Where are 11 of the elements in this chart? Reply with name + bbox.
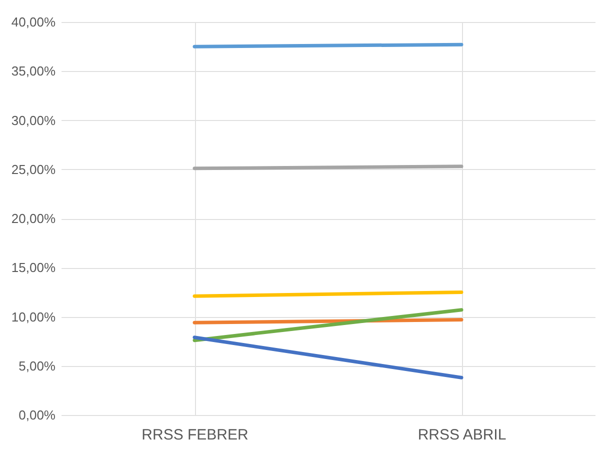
- y-tick-label: 15,00%: [11, 260, 56, 276]
- y-tick-label: 5,00%: [18, 358, 56, 374]
- y-tick-label: 0,00%: [18, 408, 56, 422]
- y-tick-label: 20,00%: [11, 211, 56, 226]
- y-tick-label: 25,00%: [11, 162, 56, 177]
- y-tick-label: 40,00%: [11, 14, 56, 30]
- x-tick-label: RRSS FEBRER: [142, 426, 249, 444]
- x-tick-label: RRSS ABRIL: [418, 426, 506, 444]
- y-tick-label: 35,00%: [11, 64, 56, 79]
- y-tick-label: 30,00%: [11, 112, 56, 128]
- y-tick-label: 10,00%: [11, 309, 56, 324]
